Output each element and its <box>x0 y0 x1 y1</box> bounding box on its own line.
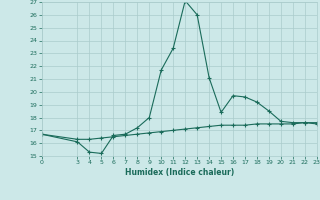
X-axis label: Humidex (Indice chaleur): Humidex (Indice chaleur) <box>124 168 234 177</box>
